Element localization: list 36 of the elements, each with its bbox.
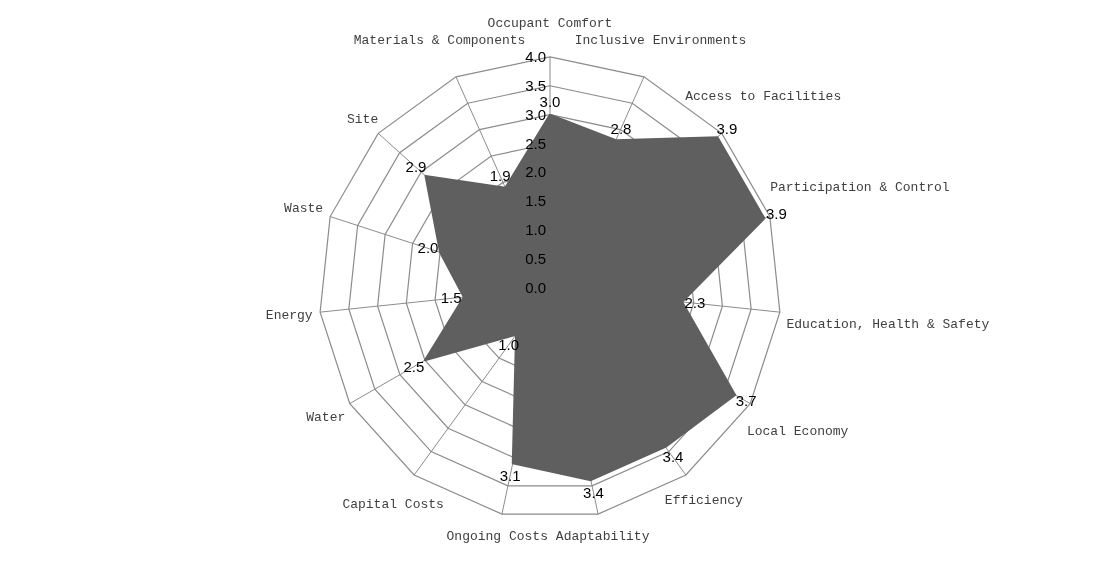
spoke-label: Site xyxy=(347,112,379,128)
spoke-label: Capital Costs xyxy=(342,496,444,512)
data-label: 2.3 xyxy=(684,294,706,312)
data-label: 3.9 xyxy=(766,205,787,223)
data-label: 2.8 xyxy=(610,119,632,137)
y-tick-label: 0.0 xyxy=(525,279,546,296)
y-tick-label: 0.5 xyxy=(525,250,546,268)
spoke-label: Participation & Control xyxy=(770,180,950,196)
y-tick-label: 3.5 xyxy=(525,76,546,94)
y-tick-label: 1.5 xyxy=(525,192,546,210)
spoke-label: Occupant Comfort xyxy=(487,15,613,31)
data-label: 3.4 xyxy=(662,448,684,466)
spoke-label: Inclusive Environments xyxy=(574,32,747,48)
data-label: 2.0 xyxy=(417,239,439,257)
spoke-label: Local Economy xyxy=(746,423,849,439)
data-label: 3.1 xyxy=(499,466,521,484)
spoke-label: Materials & Components xyxy=(353,32,526,48)
data-label: 2.5 xyxy=(403,357,425,375)
spoke-label: Ongoing Costs xyxy=(446,529,548,545)
spoke-label: Adaptability xyxy=(555,528,650,544)
y-tick-label: 2.0 xyxy=(525,163,546,181)
data-label: 1.9 xyxy=(489,167,511,185)
data-label: 3.7 xyxy=(735,392,757,410)
spoke-label: Education, Health & Safety xyxy=(786,316,990,332)
spoke-label: Water xyxy=(306,410,346,426)
data-label: 1.5 xyxy=(440,289,462,307)
spoke-label: Efficiency xyxy=(664,492,744,508)
data-label: 3.4 xyxy=(583,483,604,501)
spoke-label: Waste xyxy=(284,200,324,216)
spoke-label: Energy xyxy=(265,308,313,324)
data-label: 2.9 xyxy=(405,158,427,176)
y-tick-label: 1.0 xyxy=(525,221,546,239)
data-label: 3.0 xyxy=(539,92,561,110)
y-tick-label: 4.0 xyxy=(525,47,546,65)
spoke-label: Access to Facilities xyxy=(685,89,842,105)
data-label: 3.9 xyxy=(716,119,738,137)
